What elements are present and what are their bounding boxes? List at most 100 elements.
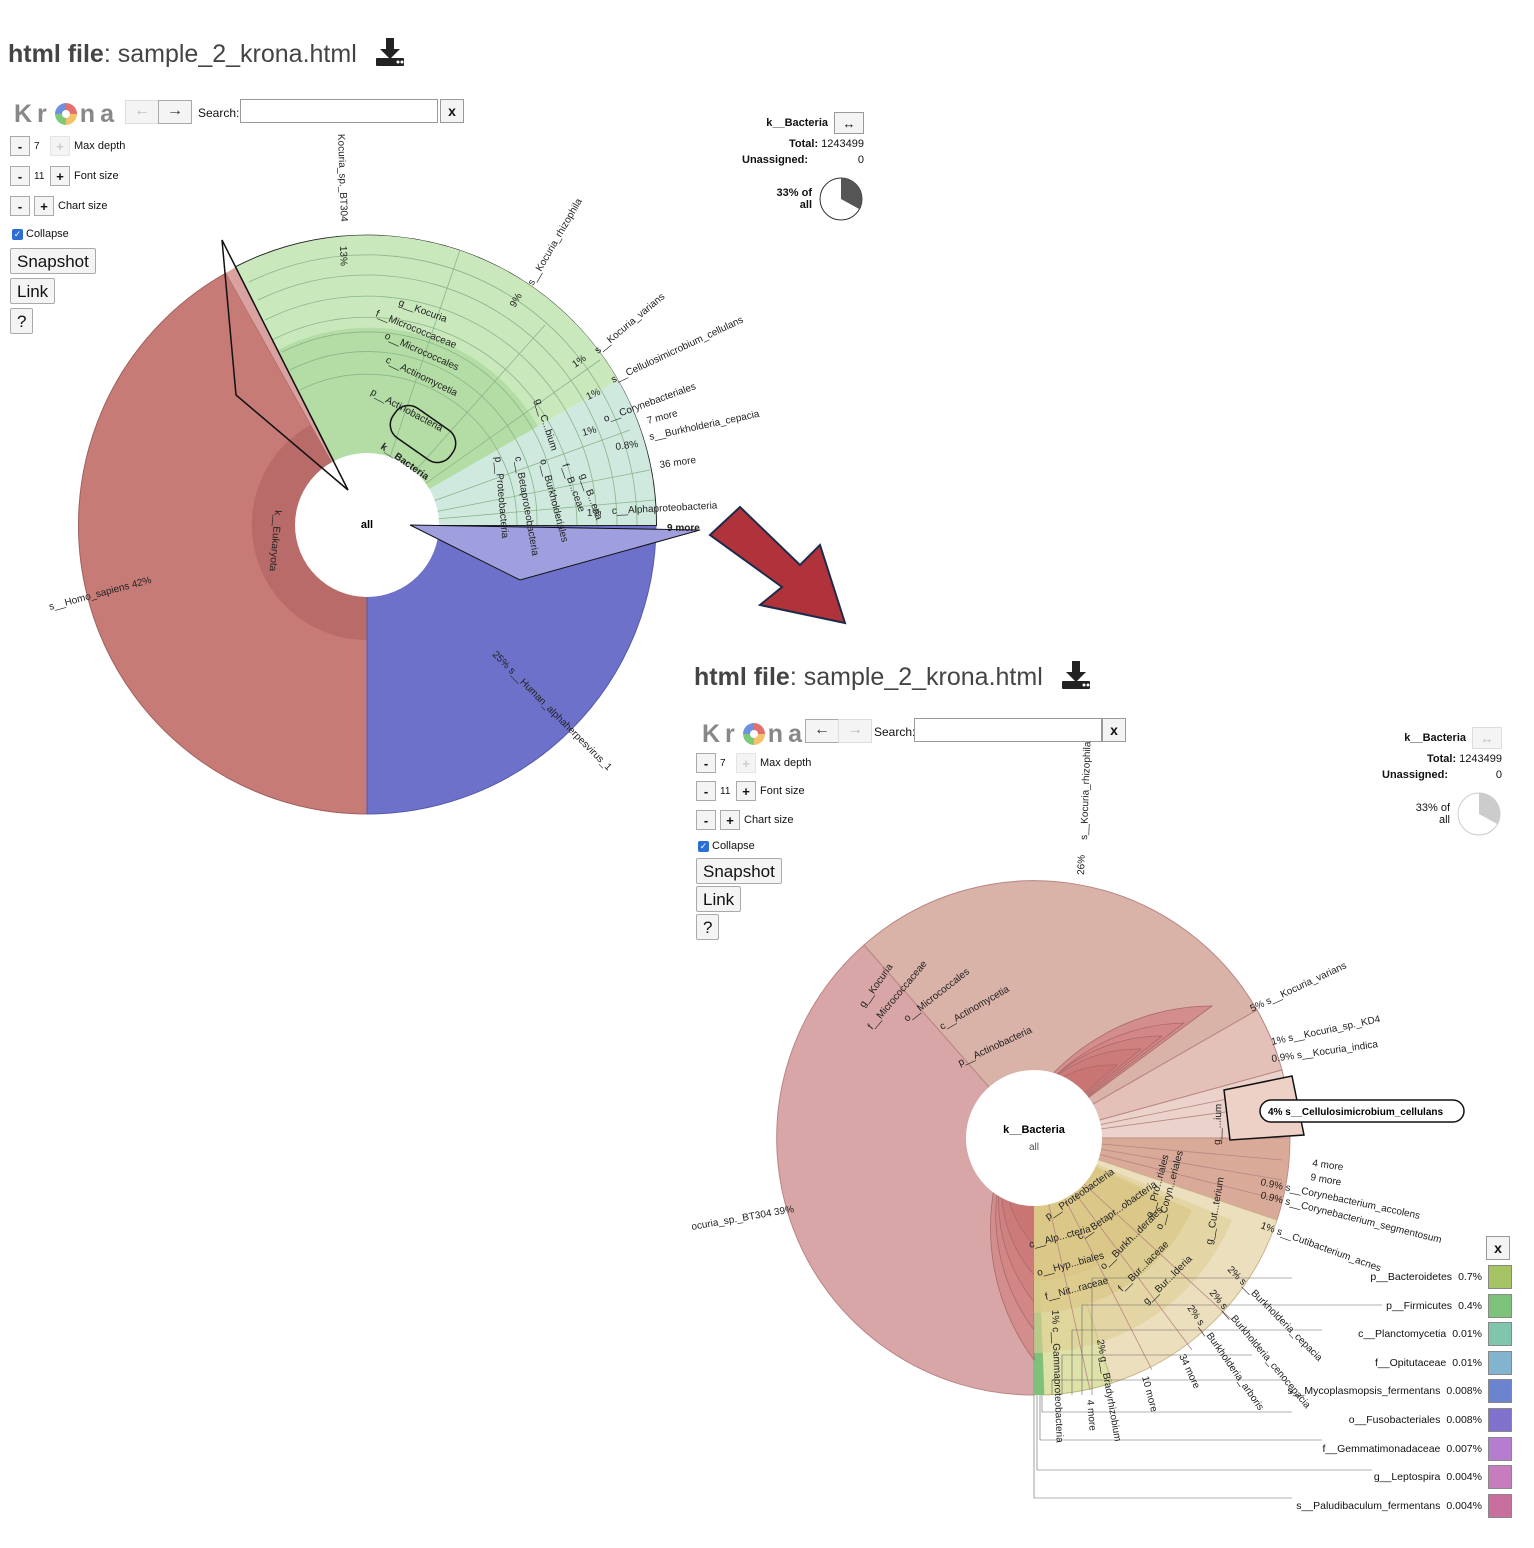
file-name: : sample_2_krona.html bbox=[103, 40, 357, 69]
rhizophila-pct: 26% bbox=[1076, 855, 1088, 875]
krona-chart-top[interactable]: all k__Bacteria k__Eukaryota s__Homo_sap… bbox=[0, 100, 880, 870]
homo-sapiens-wedge[interactable] bbox=[78, 272, 368, 815]
file-name: : sample_2_krona.html bbox=[789, 663, 1043, 692]
krona-logo-icon bbox=[742, 723, 765, 745]
legend-label: f__Opitutaceae bbox=[1375, 1356, 1447, 1369]
thirtysix-more-label: 36 more bbox=[659, 455, 697, 471]
bacteria-label-bubble bbox=[389, 404, 457, 464]
chart-size-increase-button[interactable]: + bbox=[720, 810, 740, 830]
legend-close-button[interactable]: x bbox=[1486, 1236, 1510, 1260]
max-depth-value: 7 bbox=[34, 140, 40, 152]
collapse-checkbox[interactable]: ✓ Collapse bbox=[698, 840, 755, 852]
help-button[interactable]: ? bbox=[696, 914, 720, 940]
krona-logo-icon bbox=[54, 103, 77, 125]
center-hub[interactable] bbox=[295, 453, 439, 597]
seven-more-label: 7 more bbox=[646, 408, 679, 427]
back-button[interactable]: ← bbox=[805, 719, 839, 743]
total-value: 1243499 bbox=[821, 138, 864, 150]
swap-button[interactable]: ↔ bbox=[834, 112, 864, 134]
font-size-increase-button[interactable]: + bbox=[50, 166, 70, 186]
link-button[interactable]: Link bbox=[10, 278, 56, 304]
chart-size-label: Chart size bbox=[744, 814, 794, 826]
center-label: all bbox=[361, 519, 373, 531]
bt304-label: ocuria_sp._BT304 39% bbox=[692, 1204, 795, 1233]
percent-pie bbox=[1457, 792, 1501, 836]
forward-button[interactable]: → bbox=[158, 100, 192, 124]
virus-callout bbox=[409, 524, 701, 581]
max-depth-decrease-button[interactable]: - bbox=[10, 136, 30, 156]
chart-size-control: - + Chart size bbox=[10, 196, 108, 216]
clear-search-button[interactable]: x bbox=[440, 99, 464, 123]
four-more-a: 4 more bbox=[1312, 1158, 1345, 1173]
search-label: Search: bbox=[874, 725, 916, 739]
virus-wedge[interactable] bbox=[366, 524, 657, 815]
nine-more-label: 9 more bbox=[667, 523, 700, 534]
details-panel: k__Bacteria ↔ Total: 1243499 Unassigned:… bbox=[1382, 727, 1502, 837]
max-depth-decrease-button[interactable]: - bbox=[696, 753, 716, 773]
font-size-decrease-button[interactable]: - bbox=[10, 166, 30, 186]
download-icon[interactable] bbox=[374, 36, 406, 75]
krona-chart-bottom[interactable]: k__Bacteria all 4% s__Cellulosimicrobium… bbox=[692, 740, 1534, 1548]
chart-size-decrease-button[interactable]: - bbox=[696, 810, 716, 830]
max-depth-control: - 7 + Max depth bbox=[696, 753, 811, 773]
legend-item[interactable]: p__Firmicutes 0.4% bbox=[1386, 1293, 1512, 1318]
legend-label: o__Fusobacteriales bbox=[1348, 1414, 1441, 1426]
legend-item[interactable]: o__Fusobacteriales 0.008% bbox=[1349, 1408, 1512, 1432]
max-depth-value: 7 bbox=[720, 757, 726, 769]
legend-swatch bbox=[1488, 1293, 1512, 1318]
chart-size-label: Chart size bbox=[58, 200, 108, 212]
center-hub[interactable] bbox=[966, 1070, 1102, 1206]
chart-size-decrease-button[interactable]: - bbox=[10, 196, 30, 216]
swap-button[interactable]: ↔ bbox=[1472, 727, 1502, 749]
legend-percent: 0.004% bbox=[1446, 1499, 1482, 1512]
four-more-b: 4 more bbox=[1084, 1399, 1098, 1431]
legend-item[interactable]: c__Planctomycetia 0.01% bbox=[1358, 1322, 1512, 1347]
legend-item[interactable]: s__Mycoplasmopsis_fermentans 0.008% bbox=[1287, 1379, 1512, 1404]
legend-percent: 0.008% bbox=[1446, 1414, 1482, 1426]
legend-label: f__Gemmatimonadaceae bbox=[1322, 1442, 1441, 1455]
collapse-checkbox[interactable]: ✓ Collapse bbox=[12, 228, 69, 240]
selected-node-name: k__Bacteria bbox=[766, 117, 828, 129]
legend-item[interactable]: p__Bacteroidetes 0.7% bbox=[1370, 1265, 1512, 1289]
legend-label: p__Firmicutes bbox=[1386, 1299, 1453, 1312]
eukaryota-small-wedge[interactable] bbox=[226, 267, 367, 525]
legend-swatch bbox=[1488, 1265, 1512, 1289]
back-button[interactable]: ← bbox=[125, 100, 159, 124]
kocuria-bt304-wedge[interactable] bbox=[776, 944, 1035, 1396]
legend-item[interactable]: f__Gemmatimonadaceae 0.007% bbox=[1322, 1436, 1512, 1461]
file-label: html file bbox=[694, 663, 790, 692]
legend-item[interactable]: g__Leptospira 0.004% bbox=[1373, 1465, 1512, 1490]
checkmark-icon: ✓ bbox=[12, 228, 23, 240]
rhizophila-label: s__Kocuria_rhizophila bbox=[526, 196, 585, 287]
forward-button[interactable]: → bbox=[838, 719, 872, 743]
proteobacteria-outer-wedge[interactable] bbox=[1034, 1138, 1232, 1353]
search-input[interactable] bbox=[240, 99, 438, 123]
snapshot-button[interactable]: Snapshot bbox=[696, 858, 782, 884]
eukaryota-label: k__Eukaryota bbox=[267, 510, 283, 572]
rhizophila-wedge[interactable] bbox=[863, 880, 1258, 1139]
chart-size-increase-button[interactable]: + bbox=[34, 196, 54, 216]
legend-item[interactable]: s__Paludibaculum_fermentans 0.004% bbox=[1296, 1493, 1512, 1518]
help-button[interactable]: ? bbox=[10, 308, 34, 334]
legend-item[interactable]: f__Opitutaceae 0.01% bbox=[1375, 1350, 1512, 1375]
link-button[interactable]: Link bbox=[696, 886, 742, 912]
varians-label: s__Kocuria_varians bbox=[593, 291, 667, 356]
legend-label: g__Leptospira bbox=[1373, 1471, 1441, 1484]
snapshot-button[interactable]: Snapshot bbox=[10, 248, 96, 274]
percent-pie bbox=[819, 177, 863, 221]
font-size-increase-button[interactable]: + bbox=[736, 781, 756, 801]
legend-swatch bbox=[1488, 1465, 1512, 1490]
legend-percent: 0.01% bbox=[1452, 1328, 1482, 1341]
proteobacteria-outer-wedge[interactable] bbox=[367, 380, 657, 525]
max-depth-increase-button[interactable]: + bbox=[736, 753, 756, 773]
search-input[interactable] bbox=[914, 718, 1102, 742]
download-icon[interactable] bbox=[1060, 659, 1092, 698]
clear-search-button[interactable]: x bbox=[1102, 718, 1126, 742]
max-depth-increase-button[interactable]: + bbox=[50, 136, 70, 156]
thirtyfour-more-label: 34 more bbox=[1176, 1353, 1202, 1391]
total-value: 1243499 bbox=[1459, 753, 1502, 765]
font-size-decrease-button[interactable]: - bbox=[696, 781, 716, 801]
file-heading: html file: sample_2_krona.html bbox=[8, 36, 406, 75]
font-size-label: Font size bbox=[760, 785, 805, 797]
legend: p__Bacteroidetes 0.7% p__Firmicutes 0.4% c__… bbox=[1252, 1265, 1512, 1545]
